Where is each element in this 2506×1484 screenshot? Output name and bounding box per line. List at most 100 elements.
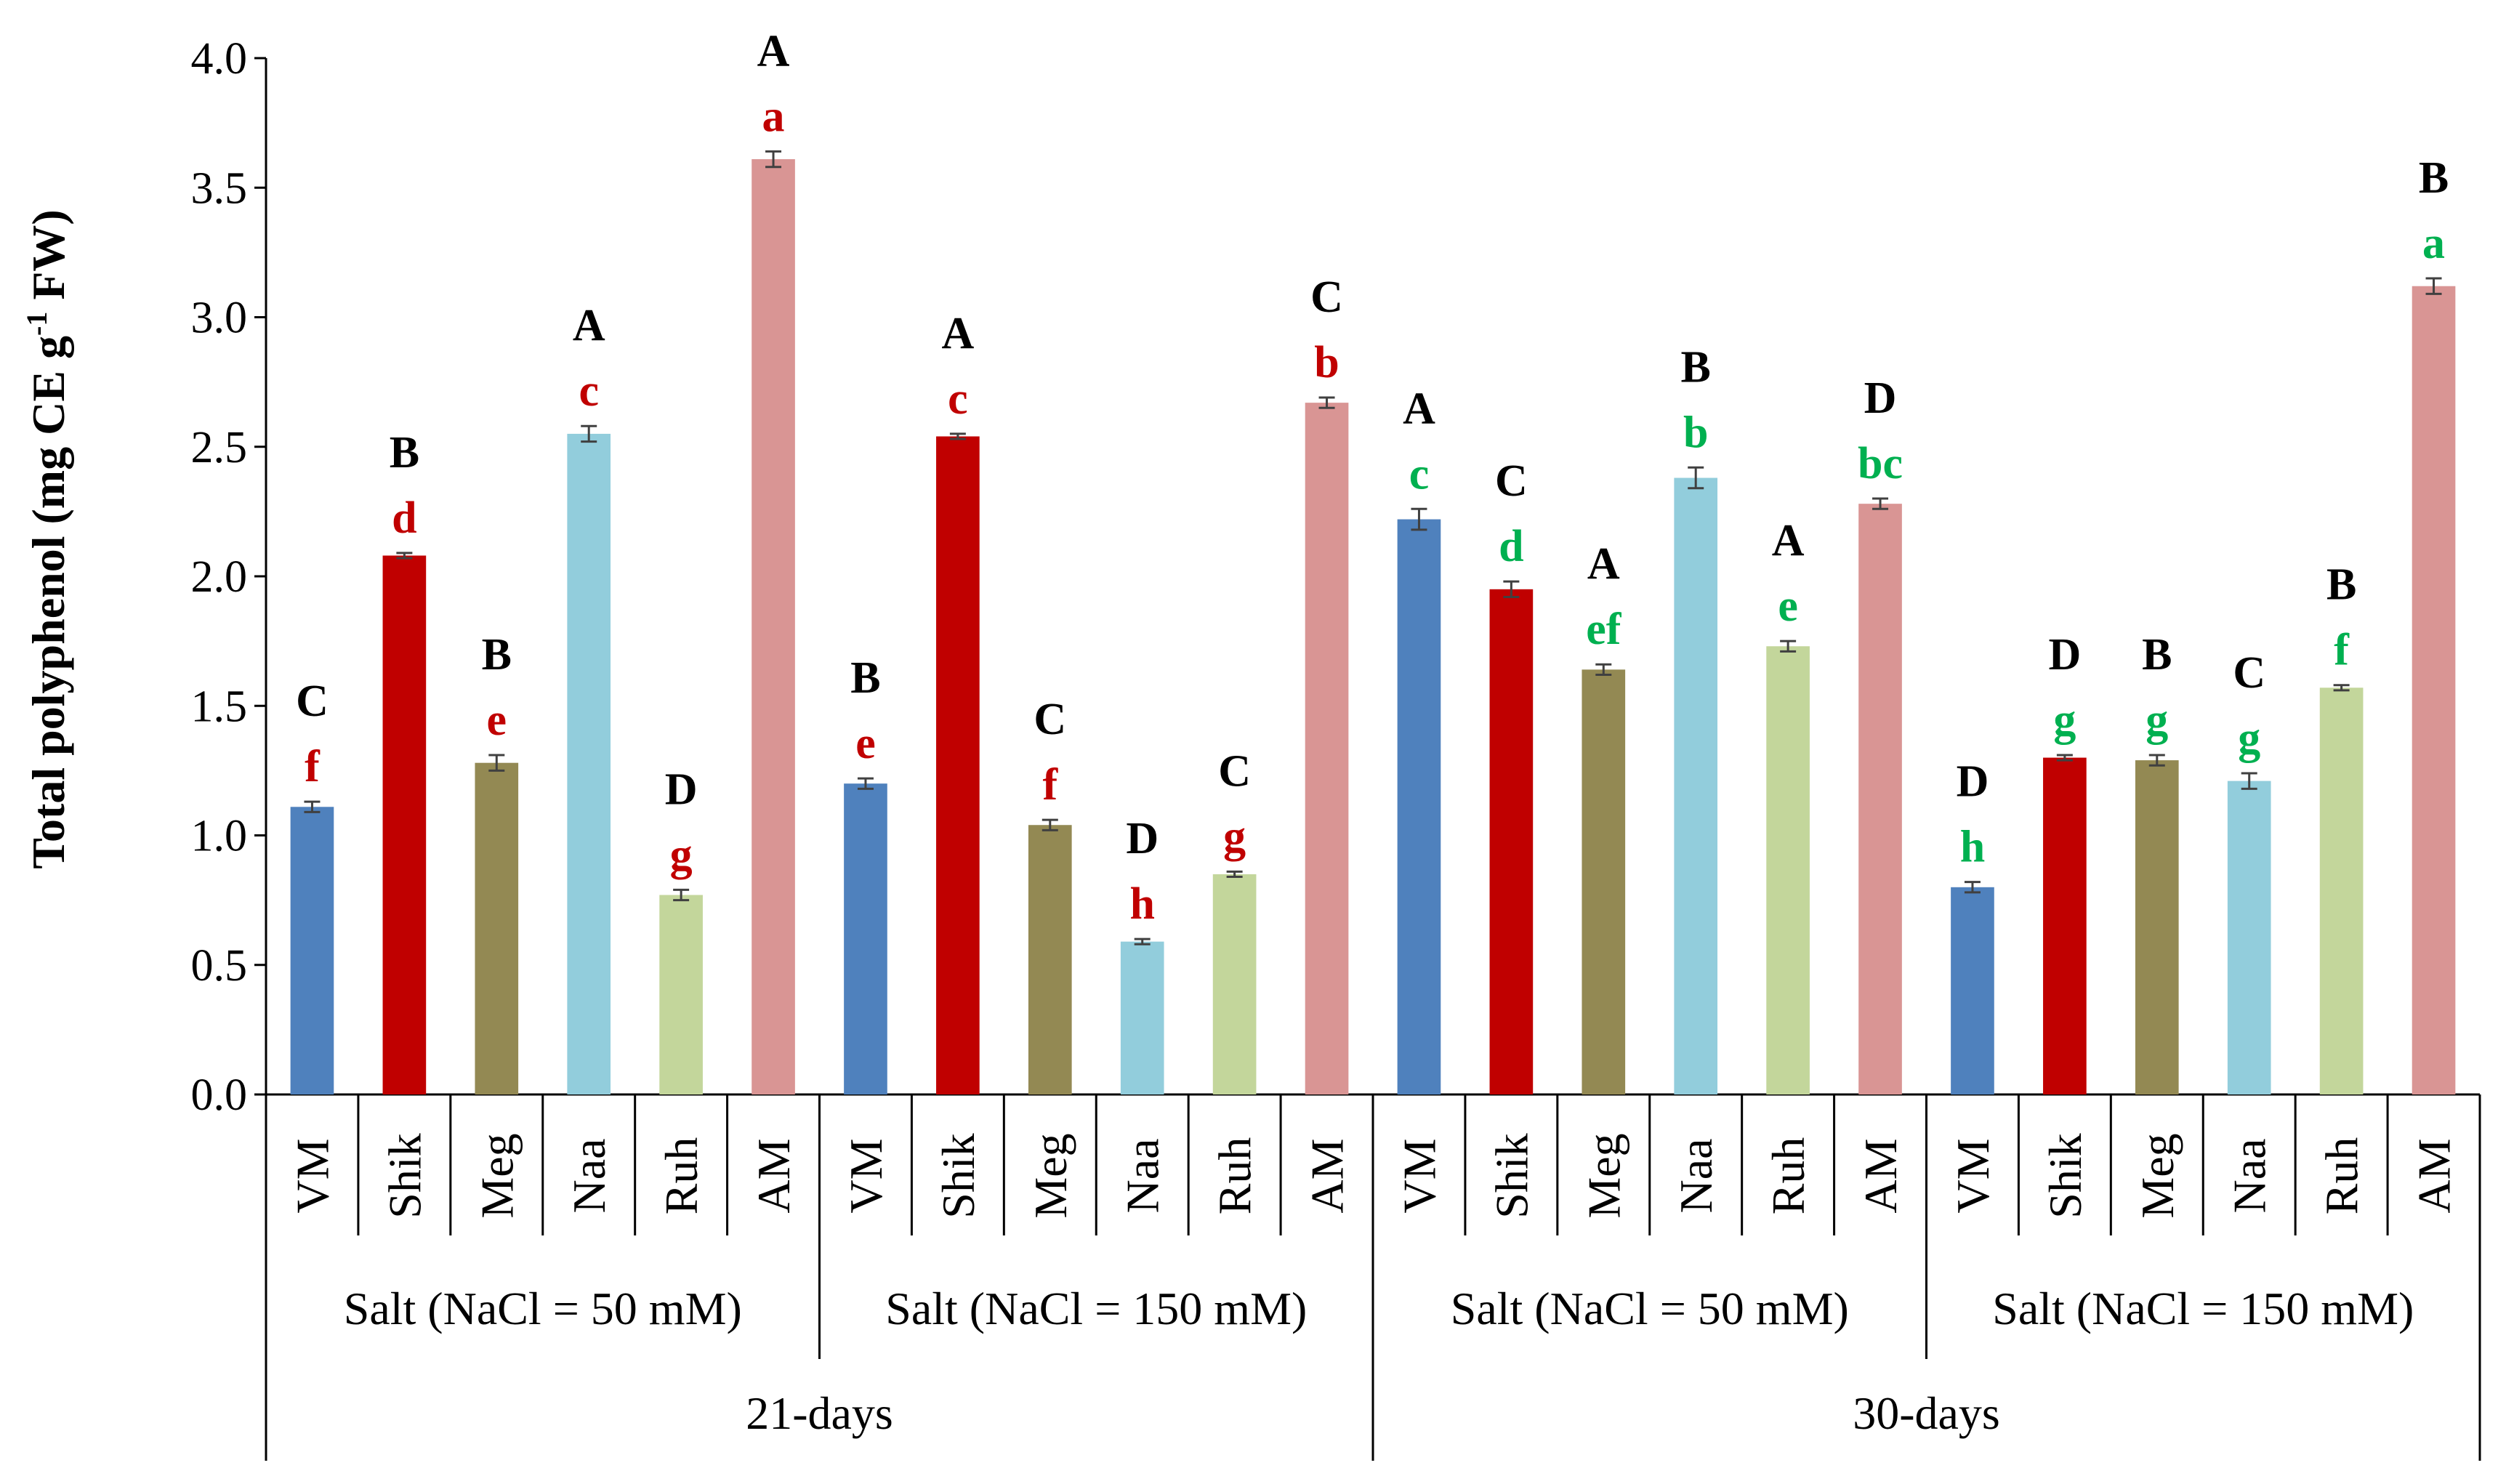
uppercase-letter: C <box>296 677 329 726</box>
lowercase-letter: e <box>487 695 507 745</box>
lowercase-letter: c <box>948 374 968 424</box>
uppercase-letter: D <box>1957 757 1989 807</box>
bar <box>567 433 611 1094</box>
lowercase-letter: f <box>305 742 321 791</box>
category-label: Meg <box>471 1133 523 1218</box>
y-axis-title-superscript: -1 <box>20 312 53 336</box>
lowercase-letter: d <box>392 493 416 543</box>
lowercase-letter: a <box>2422 219 2445 268</box>
bar <box>1028 825 1072 1094</box>
lowercase-letter: h <box>1960 823 1985 872</box>
lowercase-letter: h <box>1129 879 1154 929</box>
lowercase-letter: c <box>1409 449 1430 499</box>
category-label: Shik <box>932 1133 984 1218</box>
category-label: Shik <box>379 1133 430 1218</box>
bar <box>2319 687 2364 1094</box>
category-label: Naa <box>1670 1138 1722 1213</box>
category-label: VM <box>840 1138 892 1213</box>
bar <box>1951 887 1994 1094</box>
bar <box>2043 757 2087 1094</box>
y-tick-label: 4.0 <box>191 34 248 84</box>
uppercase-letter: D <box>665 765 698 814</box>
category-axis: VM Shik Meg Naa Ruh AM VM Shik Meg Naa Ruh AM VM Shik… <box>265 1094 2481 1461</box>
lowercase-letter: bc <box>1858 439 1903 488</box>
bar <box>1489 589 1534 1094</box>
lowercase-letter: g <box>2146 695 2168 745</box>
bar <box>1397 519 1441 1094</box>
category-label: AM <box>1302 1138 1353 1213</box>
bar <box>1766 646 1810 1094</box>
uppercase-letter: D <box>1864 374 1897 423</box>
treatment-label: Salt (NaCl = 150 mM) <box>1992 1283 2414 1334</box>
uppercase-letter: A <box>1772 516 1805 565</box>
uppercase-letter: A <box>757 26 790 76</box>
treatment-label: Salt (NaCl = 50 mM) <box>1451 1283 1849 1334</box>
error-bars <box>304 150 2442 945</box>
period-label: 21-days <box>746 1387 893 1439</box>
bar <box>2135 760 2179 1094</box>
lowercase-letter: f <box>2334 626 2350 675</box>
bar <box>1120 941 1164 1094</box>
bar <box>1212 874 1257 1094</box>
category-label: Shik <box>1486 1133 1537 1218</box>
uppercase-letter: A <box>941 309 974 358</box>
category-label: Ruh <box>1209 1137 1261 1215</box>
y-tick-label: 3.5 <box>191 164 248 213</box>
y-tick-label: 0.0 <box>191 1070 248 1120</box>
lowercase-letter: g <box>2238 714 2260 763</box>
lowercase-letter: b <box>1683 408 1708 457</box>
lowercase-letter: g <box>1223 812 1246 861</box>
uppercase-letter: A <box>1587 539 1620 589</box>
y-axis-title: Total polyphenol (mg CE g-1 FW) <box>20 209 74 869</box>
uppercase-letter: B <box>482 630 512 680</box>
bar <box>1674 477 1718 1094</box>
bar <box>752 159 795 1094</box>
category-label: Naa <box>2224 1138 2276 1213</box>
category-label: Naa <box>1117 1138 1169 1213</box>
bar <box>659 895 703 1094</box>
y-tick-label: 3.0 <box>191 294 248 343</box>
bar <box>475 762 519 1094</box>
bar <box>844 783 887 1094</box>
uppercase-letter: B <box>2142 630 2172 680</box>
category-label: VM <box>1393 1138 1445 1213</box>
uppercase-letter: C <box>1034 695 1066 744</box>
bar <box>382 555 427 1094</box>
y-tick-label: 2.5 <box>191 423 248 472</box>
category-label: Naa <box>563 1138 615 1213</box>
bar <box>2227 781 2271 1094</box>
uppercase-letter: B <box>2419 153 2449 203</box>
category-label: Ruh <box>1762 1137 1814 1215</box>
period-label: 30-days <box>1853 1387 2000 1439</box>
uppercase-letter: B <box>1681 342 1711 392</box>
bar <box>2412 286 2456 1095</box>
bar <box>290 807 334 1094</box>
uppercase-letter: D <box>2048 630 2081 680</box>
category-label: Meg <box>1025 1133 1076 1218</box>
uppercase-letter: B <box>850 653 880 703</box>
lowercase-letter: e <box>855 719 876 768</box>
lowercase-letter: g <box>670 830 693 879</box>
uppercase-letter: A <box>1403 384 1435 433</box>
bar <box>1582 669 1626 1094</box>
bar <box>1305 403 1349 1094</box>
y-axis-title-tail: FW) <box>23 209 74 311</box>
lowercase-letter: b <box>1314 338 1339 387</box>
category-label: Shik <box>2039 1133 2091 1218</box>
uppercase-letter: A <box>573 301 605 350</box>
uppercase-letter: B <box>2326 560 2356 610</box>
bars <box>290 159 2456 1095</box>
treatment-label: Salt (NaCl = 150 mM) <box>885 1283 1307 1334</box>
y-tick-label: 1.5 <box>191 682 248 731</box>
lowercase-letter: c <box>579 366 599 416</box>
category-label: AM <box>1855 1138 1906 1213</box>
y-tick-label: 2.0 <box>191 552 248 602</box>
lowercase-letter: f <box>1042 760 1058 810</box>
category-label: Ruh <box>656 1137 707 1215</box>
category-label: Meg <box>2132 1133 2183 1218</box>
lowercase-letter: a <box>762 92 785 141</box>
uppercase-letter: C <box>1218 746 1251 796</box>
